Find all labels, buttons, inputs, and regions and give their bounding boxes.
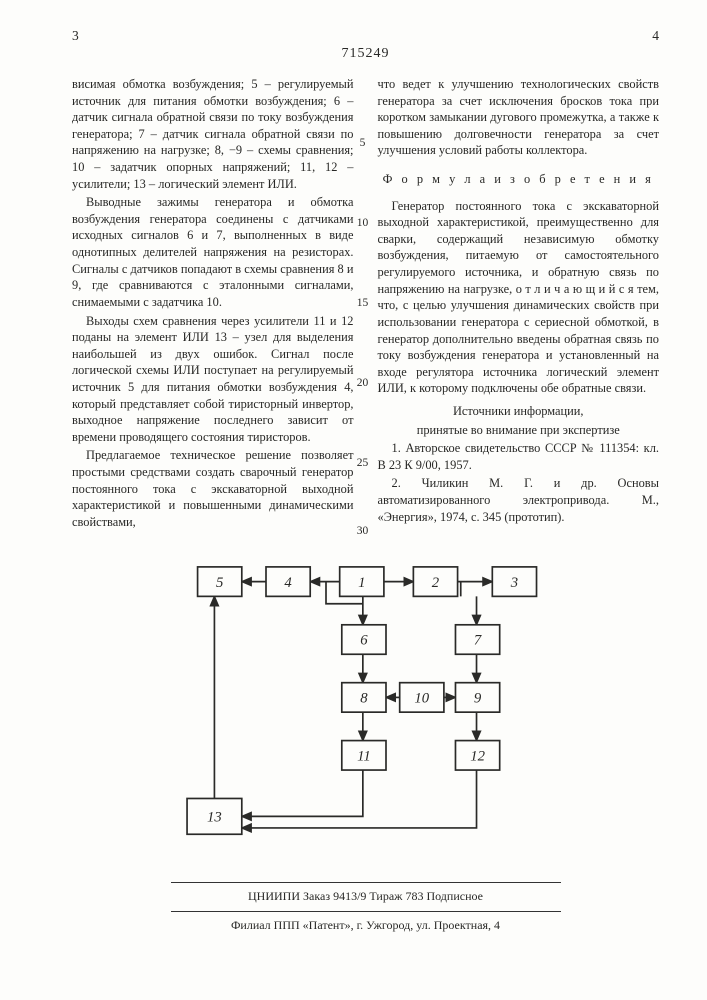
lineno: 5 — [356, 138, 370, 150]
diagram-node-label: 4 — [284, 575, 292, 591]
diagram-node-label: 7 — [473, 633, 481, 649]
left-p2: Выводные зажимы генератора и обмотка воз… — [72, 194, 354, 310]
footer-line1: ЦНИИПИ Заказ 9413/9 Тираж 783 Подписное — [72, 887, 659, 905]
lineno: 30 — [356, 526, 370, 538]
diagram-node-label: 11 — [357, 749, 371, 765]
diagram-node-label: 12 — [470, 749, 485, 765]
lineno: 15 — [356, 298, 370, 310]
diagram-edge — [241, 771, 362, 817]
left-column: висимая обмотка возбуждения; 5 – регулир… — [72, 76, 354, 532]
sources-title: Источники информации, — [378, 403, 660, 420]
left-p4: Предлагаемое техническое решение позволя… — [72, 447, 354, 530]
page-num-left: 3 — [72, 28, 79, 44]
diagram-nodes: 54123678109111213 — [187, 567, 536, 834]
sources-sub: принятые во внимание при экспертизе — [378, 422, 660, 439]
diagram-node-label: 2 — [431, 575, 439, 591]
footer-rule — [171, 911, 561, 912]
right-p2: Генератор постоянного тока с экскаваторн… — [378, 198, 660, 397]
diagram-node-label: 3 — [509, 575, 517, 591]
footer-rule — [171, 882, 561, 883]
text-columns: висимая обмотка возбуждения; 5 – регулир… — [72, 76, 659, 532]
footer-block: ЦНИИПИ Заказ 9413/9 Тираж 783 Подписное … — [72, 882, 659, 934]
source-2: 2. Чиликин М. Г. и др. Основы автоматизи… — [378, 475, 660, 525]
header-row: 3 4 — [72, 28, 659, 44]
page-num-right: 4 — [652, 28, 659, 44]
lineno: 20 — [356, 378, 370, 390]
diagram-edge — [241, 771, 476, 829]
diagram-node-label: 5 — [216, 575, 223, 591]
diagram-node-label: 10 — [414, 691, 429, 707]
diagram-node-label: 13 — [207, 810, 222, 826]
diagram-node-label: 6 — [360, 633, 368, 649]
right-p1: что ведет к улучшению технологических св… — [378, 76, 660, 159]
block-diagram: 54123678109111213 — [72, 554, 659, 864]
diagram-node-label: 8 — [360, 691, 368, 707]
lineno: 25 — [356, 458, 370, 470]
lineno: 10 — [356, 218, 370, 230]
footer-line2: Филиал ППП «Патент», г. Ужгород, ул. Про… — [72, 916, 659, 934]
page-root: 3 4 715249 висимая обмотка возбуждения; … — [0, 0, 707, 1000]
right-column: что ведет к улучшению технологических св… — [378, 76, 660, 532]
formula-title: Ф о р м у л а и з о б р е т е н и я — [378, 171, 660, 188]
left-p1: висимая обмотка возбуждения; 5 – регулир… — [72, 76, 354, 192]
patent-number: 715249 — [72, 46, 659, 62]
diagram-node-label: 1 — [358, 575, 365, 591]
diagram-svg: 54123678109111213 — [166, 554, 566, 864]
left-p3: Выходы схем сравнения через усилители 11… — [72, 313, 354, 446]
source-1: 1. Авторское свидетельство СССР № 111354… — [378, 440, 660, 473]
diagram-node-label: 9 — [473, 691, 481, 707]
